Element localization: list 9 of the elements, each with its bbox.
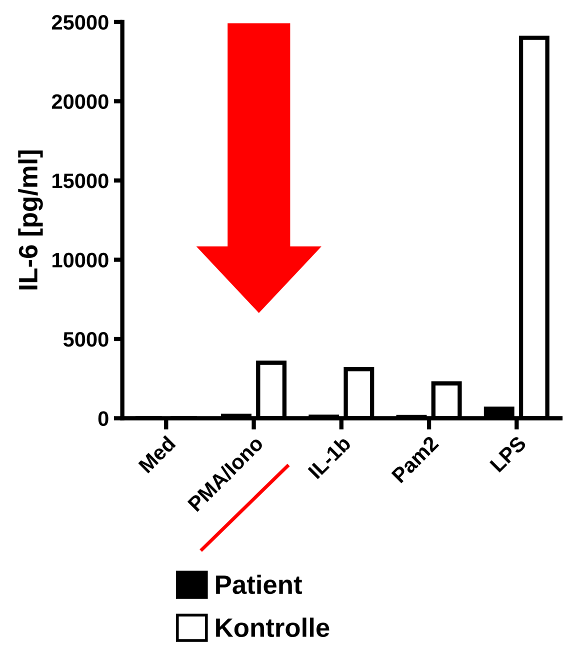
y-tick-label: 20000 <box>52 94 108 109</box>
legend-label: Patient <box>216 574 302 594</box>
legend-label: Kontrolle <box>216 618 330 638</box>
y-tick-label: 5000 <box>63 332 108 347</box>
y-axis-title: IL-6 [pg/ml] <box>18 150 43 290</box>
y-tick-label: 15000 <box>52 173 108 188</box>
y-tick-label: 0 <box>98 411 108 426</box>
y-tick-label: 25000 <box>52 14 108 30</box>
y-tick-label: 10000 <box>52 252 108 268</box>
